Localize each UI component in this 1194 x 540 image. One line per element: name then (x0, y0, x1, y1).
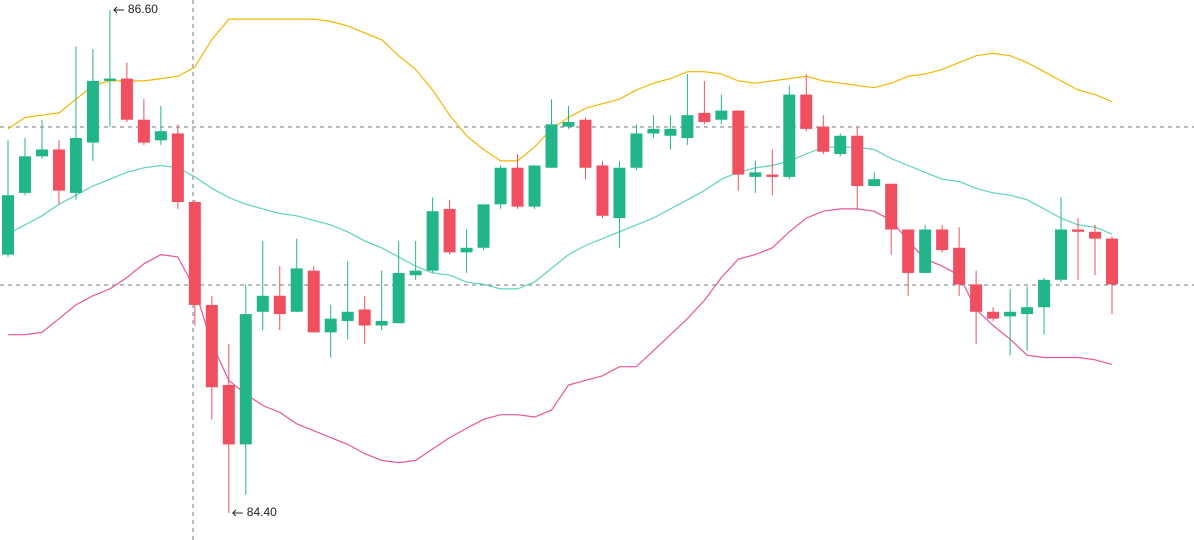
candle-body (630, 133, 643, 168)
candle-body (579, 119, 592, 168)
candle-body (2, 195, 14, 255)
candle-body (596, 165, 609, 216)
candle-body (273, 295, 286, 315)
candle-body (256, 295, 269, 312)
candle-body (188, 202, 201, 305)
candle-body (239, 314, 252, 445)
candle-body (52, 149, 65, 191)
candle-body (970, 284, 983, 312)
candle-body (902, 229, 915, 273)
annotation-label: 84.40 (247, 505, 277, 519)
candle-body (103, 78, 116, 81)
candle-body (834, 135, 847, 155)
candle-body (562, 122, 575, 127)
candle-body (698, 112, 711, 123)
candle-body (681, 115, 694, 139)
candle-body (324, 318, 337, 333)
candle-body (426, 211, 439, 271)
candle-body (154, 131, 167, 141)
candle-body (800, 94, 813, 129)
candle-body (766, 174, 779, 177)
candle-body (1106, 238, 1118, 285)
candle-body (1021, 307, 1034, 315)
candle-body (919, 229, 932, 273)
candle-body (120, 78, 133, 120)
candle-body (222, 384, 235, 445)
candle-body (460, 247, 473, 253)
candle-body (1089, 231, 1102, 239)
candle-body (715, 110, 728, 120)
candle-body (307, 270, 320, 333)
annotation-arrow (232, 509, 243, 517)
candle-body (86, 80, 99, 143)
candle-body (1038, 279, 1051, 308)
candle-body (783, 94, 796, 177)
candle-body (358, 309, 371, 326)
candle-body (341, 311, 354, 321)
candle-body (851, 135, 864, 187)
candle-body (477, 204, 490, 248)
candle-body (375, 320, 388, 326)
candle-body (1004, 311, 1017, 317)
candle-body (868, 179, 881, 187)
candle-body (1072, 229, 1085, 232)
candle-body (647, 128, 660, 134)
candle-body (1055, 229, 1068, 280)
candle-body (443, 208, 456, 253)
candle-body (171, 133, 184, 203)
band-line (7, 18, 1113, 162)
candle-body (528, 165, 541, 207)
candle-body (392, 272, 405, 324)
band-line (7, 146, 1113, 290)
candle-body (936, 229, 949, 251)
candle-body (664, 128, 677, 136)
candle-body (494, 167, 507, 205)
candle-body (987, 311, 1000, 319)
candle-body (18, 156, 31, 193)
annotation-arrow (113, 6, 124, 14)
candle-body (511, 167, 524, 207)
candle-body (613, 167, 626, 219)
candle-body (69, 138, 82, 193)
candle-body (290, 268, 303, 312)
annotation-label: 86.60 (128, 2, 158, 16)
candle-body (817, 126, 830, 152)
candle-body (205, 304, 218, 388)
candle-body (409, 270, 422, 276)
candle-body (885, 183, 898, 230)
candle-body (732, 110, 745, 175)
candle-body (749, 172, 762, 177)
candle-body (35, 149, 48, 157)
candle-body (545, 124, 558, 168)
candle-body (137, 119, 150, 143)
candle-body (953, 247, 966, 285)
